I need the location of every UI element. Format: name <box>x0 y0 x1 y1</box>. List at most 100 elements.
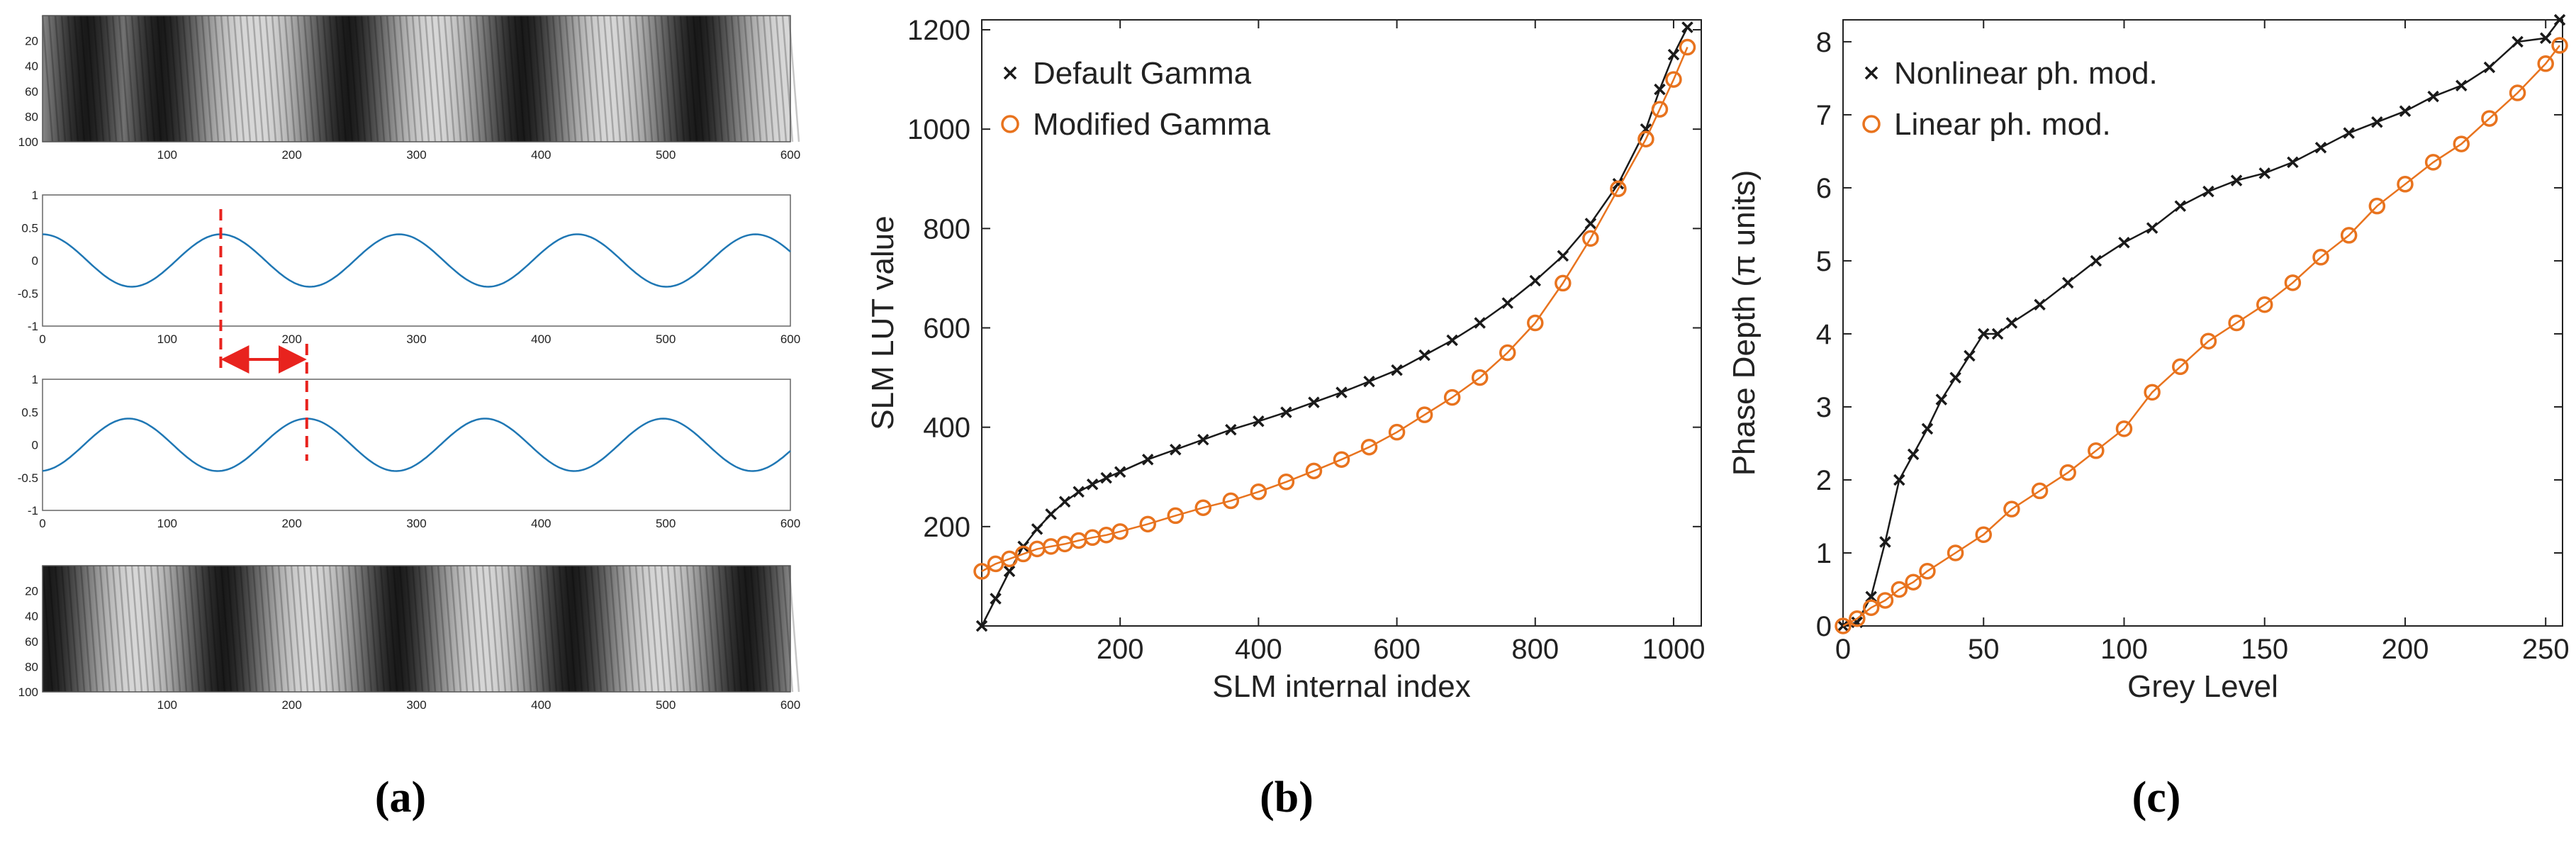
fringe-line <box>328 565 341 693</box>
data-point <box>2003 500 2020 517</box>
fringe-line <box>469 15 481 142</box>
fringe-line <box>737 565 749 693</box>
legend-marker <box>1001 115 1019 133</box>
fringe-line <box>762 565 775 693</box>
fringe-line <box>615 565 628 693</box>
fringe-line <box>156 15 169 142</box>
a-top-image: 20 40 60 80 100 100 200 300 400 500 600 <box>18 15 800 162</box>
fringe-line <box>188 565 201 693</box>
fringe-line <box>558 15 571 142</box>
image-frame <box>42 565 791 693</box>
fringe-line <box>705 565 717 693</box>
data-point <box>973 563 990 580</box>
fringe-line <box>360 15 373 142</box>
fringe-line <box>245 565 258 693</box>
x-tick-label: 600 <box>780 517 800 530</box>
fringe-line <box>284 15 296 142</box>
fringe-line <box>347 565 360 693</box>
fringe-line <box>603 15 615 142</box>
data-point <box>1045 508 1057 520</box>
data-point <box>1416 406 1433 423</box>
fringe-line <box>577 565 590 693</box>
fringe-line <box>79 565 92 693</box>
plot-frame <box>42 194 791 327</box>
x-tick-label: 0 <box>39 517 45 530</box>
y-tick-label: -1 <box>28 504 38 517</box>
data-point <box>987 555 1004 573</box>
x-tick-label: 500 <box>656 517 676 530</box>
x-tick-label: 200 <box>1097 634 1144 665</box>
y-tick-label: -0.5 <box>18 287 38 301</box>
fringe-line <box>628 565 641 693</box>
x-tick-label: 400 <box>531 332 551 346</box>
data-point <box>1679 38 1696 56</box>
data-point <box>1111 523 1129 540</box>
fringe-line <box>622 565 634 693</box>
fringe-line <box>641 15 654 142</box>
fringe-line <box>264 565 277 693</box>
data-point <box>2059 464 2076 481</box>
x-tick-label: 400 <box>531 517 551 530</box>
fringe-line <box>335 15 347 142</box>
fringe-line <box>564 15 577 142</box>
y-tick-label: 1 <box>32 189 38 202</box>
plot-frame <box>42 379 791 511</box>
fringe-line <box>730 565 743 693</box>
data-point <box>1474 317 1486 329</box>
data-point <box>1167 507 1185 525</box>
fringe-line <box>86 565 99 693</box>
fringe-line <box>73 565 86 693</box>
fringe-line <box>322 565 335 693</box>
x-tick-label: 100 <box>2100 634 2148 665</box>
data-point <box>1333 451 1350 468</box>
data-point <box>1865 591 1877 603</box>
data-point <box>2314 142 2327 154</box>
x-tick-label: 0 <box>1835 634 1851 665</box>
data-point <box>1280 406 1292 418</box>
x-tick-label: 100 <box>157 698 177 712</box>
data-point <box>1003 565 1016 578</box>
fringe-line <box>705 15 717 142</box>
data-point <box>2005 317 2018 329</box>
fringe-line <box>379 565 392 693</box>
fringe-line <box>654 565 666 693</box>
fringe-line <box>628 15 641 142</box>
fringe-line <box>481 565 494 693</box>
data-point <box>1978 328 1990 340</box>
panel-label-c: (c) <box>2132 773 2181 822</box>
data-point <box>1277 474 1295 491</box>
fringe-line <box>245 15 258 142</box>
data-point <box>2202 185 2214 198</box>
fringe-line <box>271 565 284 693</box>
fringe-line <box>213 15 226 142</box>
x-tick-label: 800 <box>1511 634 1559 665</box>
fringe-line <box>341 15 354 142</box>
fringe-line <box>724 15 737 142</box>
fringe-line <box>201 15 213 142</box>
fringe-line <box>130 15 143 142</box>
x-tick-label: 400 <box>1235 634 1282 665</box>
fringe-line <box>666 565 679 693</box>
fringe-line <box>60 565 73 693</box>
fringe-texture <box>41 565 800 693</box>
fringe-line <box>481 15 494 142</box>
fringe-line <box>711 565 724 693</box>
fringe-line <box>596 15 609 142</box>
fringe-line <box>54 15 67 142</box>
data-point <box>1637 130 1654 147</box>
fringe-line <box>309 565 322 693</box>
series-line <box>1842 45 2560 627</box>
data-point <box>2284 274 2302 291</box>
fringe-line <box>392 15 405 142</box>
panel-b: 200 400 600 800 1000 200 400 600 800 1000 1200 SLM … <box>866 15 1705 704</box>
fringe-line <box>583 15 596 142</box>
fringe-line <box>462 565 475 693</box>
fringe-line <box>137 15 150 142</box>
fringe-line <box>92 15 105 142</box>
fringe-line <box>590 565 603 693</box>
legend-marker <box>1864 66 1878 80</box>
fringe-line <box>679 15 692 142</box>
data-point <box>1610 180 1627 198</box>
data-point <box>1308 396 1320 408</box>
